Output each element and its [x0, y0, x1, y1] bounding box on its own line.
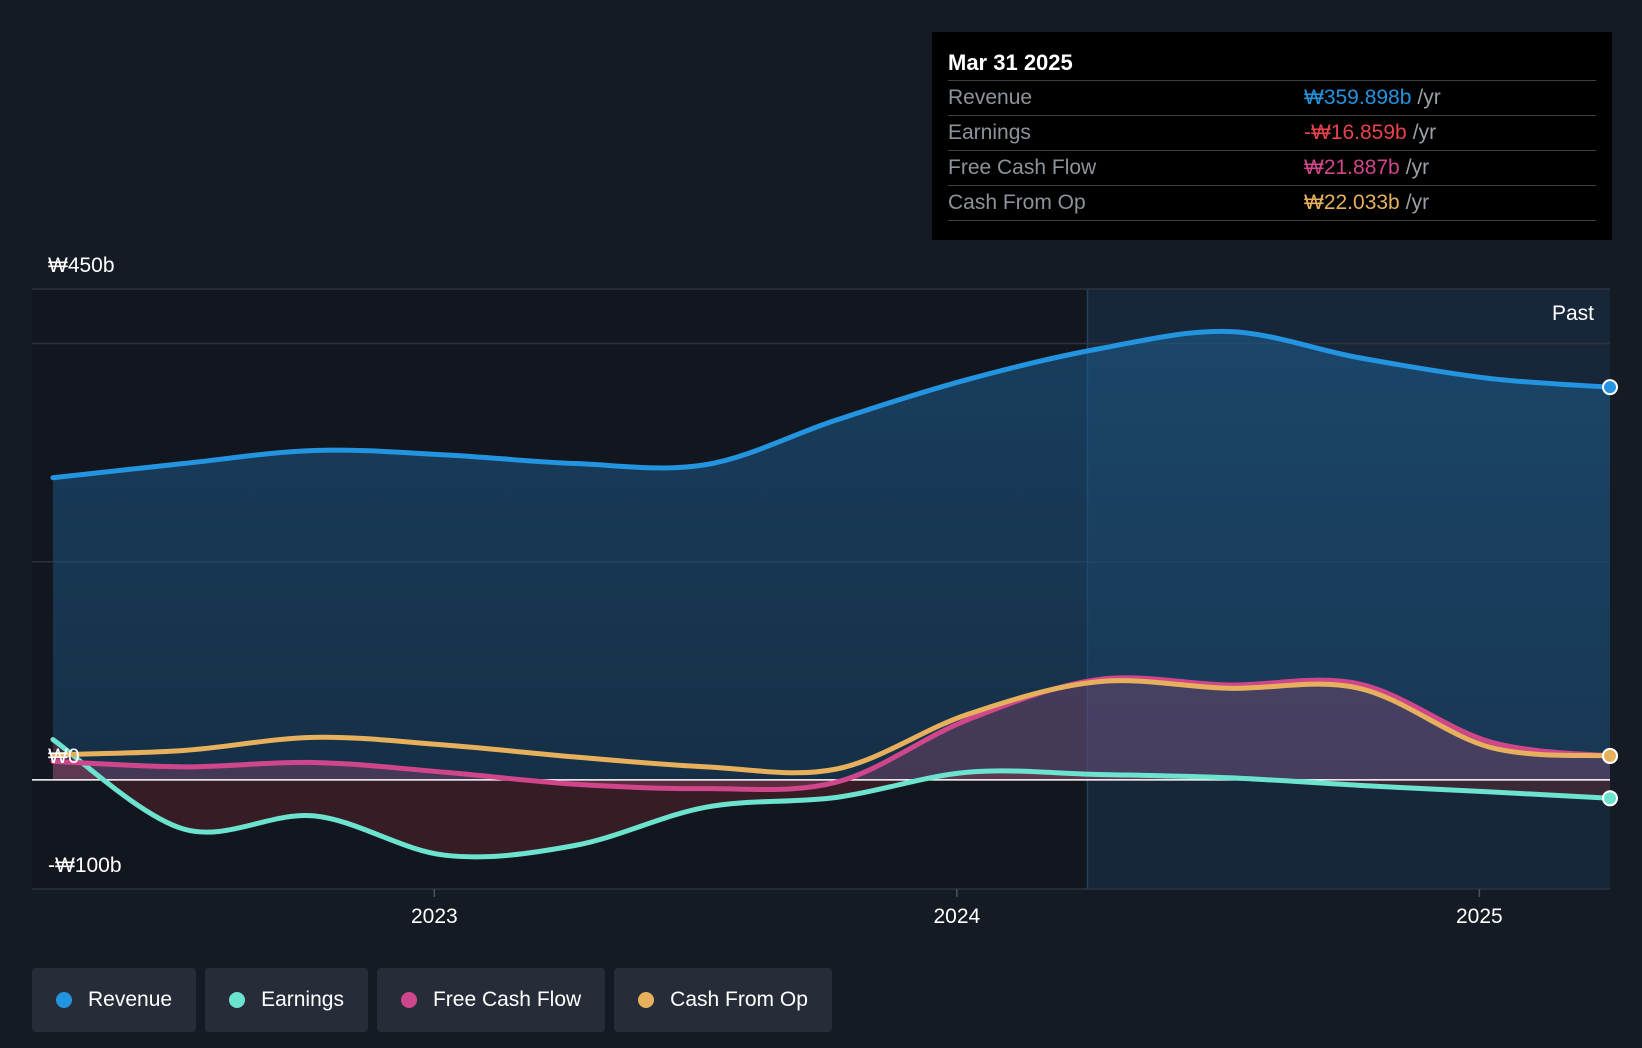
tooltip-row-revenue: Revenue ₩359.898b /yr — [948, 80, 1596, 115]
tooltip-row-earnings: Earnings -₩16.859b /yr — [948, 115, 1596, 150]
legend-label: Cash From Op — [670, 988, 808, 1011]
x-tick-label: 2024 — [933, 905, 980, 928]
endpoint-cash-from-op[interactable] — [1602, 747, 1618, 764]
tooltip-label: Free Cash Flow — [948, 156, 1097, 179]
x-tick-label: 2025 — [1456, 905, 1503, 928]
tooltip-unit: /yr — [1405, 156, 1430, 179]
legend-label: Free Cash Flow — [432, 988, 582, 1011]
legend-dot-icon — [400, 992, 417, 1008]
y-tick-label-zero: ₩0 — [48, 745, 80, 768]
area-earnings — [52, 739, 1611, 857]
legend-label: Earnings — [261, 988, 344, 1011]
tooltip-label: Revenue — [948, 86, 1033, 109]
legend-item-earnings[interactable]: Earnings — [205, 968, 368, 1032]
y-tick-label-min: -₩100b — [48, 854, 122, 877]
chart: 2023 2024 2025 ₩450b ₩0 -₩100b Past — [32, 254, 1618, 928]
tooltip-row-free-cash-flow: Free Cash Flow ₩21.887b /yr — [948, 150, 1596, 185]
tooltip-value: -₩16.859b — [1304, 121, 1407, 144]
legend-dot-icon — [638, 992, 655, 1008]
legend-item-free-cash-flow[interactable]: Free Cash Flow — [376, 968, 606, 1032]
tooltip-unit: /yr — [1412, 121, 1437, 144]
line-free-cash-flow — [50, 675, 1613, 793]
area-revenue — [52, 331, 1611, 780]
tooltip-row-cash-from-op: Cash From Op ₩22.033b /yr — [948, 185, 1596, 221]
legend-item-cash-from-op[interactable]: Cash From Op — [614, 968, 832, 1032]
line-revenue — [50, 328, 1613, 481]
endpoint-earnings[interactable] — [1602, 790, 1618, 807]
legend-item-revenue[interactable]: Revenue — [32, 968, 197, 1032]
x-tick-label: 2023 — [411, 905, 458, 928]
tooltip-unit: /yr — [1417, 86, 1441, 109]
line-earnings — [50, 737, 1613, 860]
tooltip-value: ₩359.898b — [1304, 86, 1412, 109]
tooltip-label: Earnings — [948, 121, 1031, 144]
y-tick-label-max: ₩450b — [48, 254, 115, 277]
tooltip-date: Mar 31 2025 — [948, 50, 1073, 75]
tooltip-value: ₩21.887b — [1304, 156, 1400, 179]
legend-dot-icon — [229, 992, 246, 1008]
tooltip-label: Cash From Op — [948, 191, 1086, 214]
legend-dot-icon — [56, 992, 72, 1008]
legend-label: Revenue — [88, 988, 173, 1011]
legend: Revenue Earnings Free Cash Flow Cash Fro… — [32, 968, 832, 1032]
tooltip-unit: /yr — [1405, 191, 1430, 214]
past-label: Past — [1552, 302, 1594, 325]
endpoint-revenue[interactable] — [1602, 379, 1618, 396]
tooltip: Mar 31 2025 Revenue ₩359.898b /yr Earnin… — [932, 32, 1612, 240]
tooltip-value: ₩22.033b — [1304, 191, 1400, 214]
area-free-cash-flow — [52, 677, 1611, 790]
line-cash-from-op — [50, 678, 1613, 776]
